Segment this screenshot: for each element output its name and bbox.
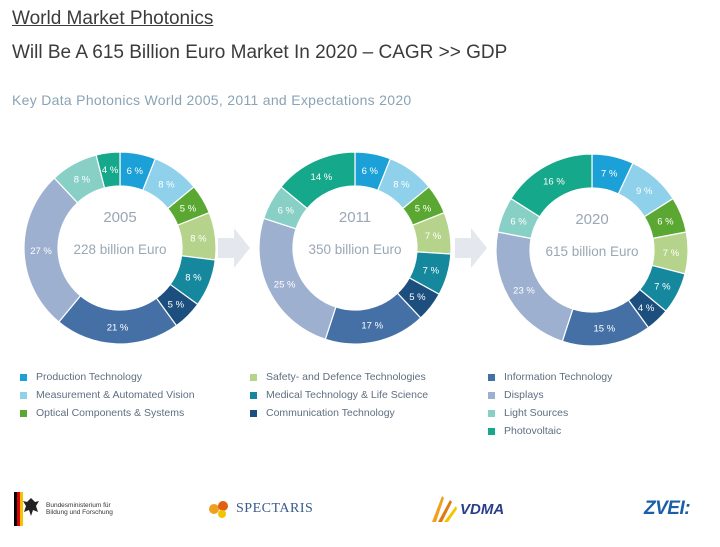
- slice-label: 4 %: [638, 303, 655, 314]
- legend-label: Light Sources: [504, 407, 569, 419]
- headline: Will Be A 615 Billion Euro Market In 202…: [12, 42, 508, 63]
- vdma-wordmark: VDMA: [460, 500, 505, 518]
- legend-label: Optical Components & Systems: [36, 407, 185, 419]
- spectaris-wordmark: SPECTARIS: [236, 501, 314, 516]
- legend-swatch: [488, 373, 495, 381]
- legend-label: Safety- and Defence Technologies: [266, 371, 426, 383]
- slice-label: 14 %: [311, 172, 333, 183]
- legend-swatch: [488, 427, 495, 435]
- arrow-icon-2: [455, 228, 487, 268]
- legend-item-safety-and-defence-technologies: Safety- and Defence Technologies: [250, 368, 428, 386]
- arrow-icon-1: [218, 228, 250, 268]
- legend-swatch: [250, 391, 257, 399]
- slice-label: 8 %: [393, 180, 410, 191]
- chart-total: 228 billion Euro: [73, 242, 166, 257]
- spectaris-mark-icon: [209, 501, 228, 518]
- legend-swatch: [250, 373, 257, 381]
- slice-label: 9 %: [636, 186, 653, 197]
- chart-year: 2011: [339, 209, 371, 226]
- chart-year: 2005: [103, 209, 136, 226]
- zvei-logo: ZVEI:: [644, 484, 691, 534]
- legend-swatch: [488, 391, 495, 399]
- slice-label: 8 %: [158, 180, 175, 191]
- slice-label: 27 %: [30, 246, 52, 257]
- slice-label: 7 %: [423, 266, 440, 277]
- legend-swatch: [20, 373, 27, 381]
- slice-label: 6 %: [278, 205, 295, 216]
- legend-swatch: [488, 409, 495, 417]
- legend-label: Production Technology: [36, 371, 143, 383]
- legend-item-communication-technology: Communication Technology: [250, 404, 428, 422]
- slice-label: 8 %: [190, 234, 207, 245]
- eagle-icon: [14, 492, 39, 526]
- legend-item-information-technology: Information Technology: [488, 368, 612, 386]
- slice-label: 25 %: [274, 279, 296, 290]
- slice-label: 5 %: [409, 292, 426, 303]
- chart-total: 615 billion Euro: [545, 244, 638, 259]
- legend-item-optical-components-systems: Optical Components & Systems: [20, 404, 195, 422]
- legend-item-light-sources: Light Sources: [488, 404, 612, 422]
- chart-year: 2020: [575, 211, 608, 228]
- slice-label: 6 %: [362, 166, 379, 177]
- slice-label: 6 %: [127, 166, 144, 177]
- vdma-logo: VDMA: [428, 484, 504, 534]
- legend-label: Communication Technology: [266, 407, 395, 419]
- slice-label: 7 %: [425, 231, 442, 242]
- slice-2005-photovoltaic: [95, 151, 121, 189]
- page-title: World Market Photonics: [12, 8, 214, 29]
- slice-label: 7 %: [601, 168, 618, 179]
- slice-label: 17 %: [361, 321, 383, 332]
- slice-label: 15 %: [594, 324, 616, 335]
- zvei-wordmark: ZVEI:: [644, 498, 691, 519]
- slice-label: 5 %: [180, 203, 197, 214]
- legend-label: Measurement & Automated Vision: [36, 389, 195, 401]
- slice-label: 8 %: [74, 174, 91, 185]
- subtitle: Key Data Photonics World 2005, 2011 and …: [12, 92, 412, 108]
- slice-label: 4 %: [102, 165, 119, 176]
- bmbf-logo-text: Bundesministerium für Bildung und Forsch…: [46, 501, 113, 517]
- slice-2011-photovoltaic: [280, 151, 356, 210]
- slice-label: 7 %: [663, 248, 680, 259]
- slice-label: 7 %: [654, 281, 671, 292]
- legend-column-1: Production Technology Measurement & Autom…: [20, 368, 195, 422]
- slice-label: 21 %: [107, 322, 129, 333]
- chart-total: 350 billion Euro: [308, 242, 401, 257]
- donut-2020: 7 % 9 % 6 % 7 % 7 % 4 % 15 % 23 % 6 % 16 % 2020 615…: [495, 153, 689, 347]
- slice-label: 16 %: [543, 176, 565, 187]
- legend-swatch: [20, 409, 27, 417]
- slice-label: 6 %: [657, 216, 674, 227]
- slice-label: 23 %: [513, 286, 535, 297]
- legend-column-3: Information Technology Displays Light Sour…: [488, 368, 612, 440]
- slice-2020-photovoltaic: [510, 153, 593, 218]
- bmbf-logo: Bundesministerium für Bildung und Forsch…: [14, 484, 126, 534]
- donut-2011: 6 % 8 % 5 % 7 % 7 % 5 % 17 % 25 % 6 % 14 % 2011 350…: [258, 151, 452, 345]
- donut-charts: 6 % 8 % 5 % 8 % 8 % 5 % 21 % 27 % 8 % 4 % 2005 228 …: [23, 151, 689, 347]
- legend-swatch: [20, 391, 27, 399]
- slice-label: 5 %: [415, 203, 432, 214]
- legend-item-measurement-automated-vision: Measurement & Automated Vision: [20, 386, 195, 404]
- slice-2011-displays: [258, 217, 337, 341]
- spectaris-logo: SPECTARIS: [208, 484, 313, 534]
- legend-label: Displays: [504, 389, 544, 401]
- vdma-rays-icon: [432, 496, 457, 522]
- slice-label: 8 %: [185, 273, 202, 284]
- legend-swatch: [250, 409, 257, 417]
- slice-label: 5 %: [168, 299, 185, 310]
- legend-column-2: Safety- and Defence Technologies Medical …: [250, 368, 428, 422]
- legend-item-medical-technology-life-science: Medical Technology & Life Science: [250, 386, 428, 404]
- legend-item-photovoltaic: Photovoltaic: [488, 422, 612, 440]
- slice-2005-information-technology: [57, 294, 178, 345]
- legend-item-displays: Displays: [488, 386, 612, 404]
- legend-item-production-technology: Production Technology: [20, 368, 195, 386]
- donut-2005: 6 % 8 % 5 % 8 % 8 % 5 % 21 % 27 % 8 % 4 % 2005 228 …: [23, 151, 217, 345]
- legend-label: Photovoltaic: [504, 425, 562, 437]
- legend-label: Information Technology: [504, 371, 613, 383]
- slice-label: 6 %: [510, 216, 527, 227]
- legend-label: Medical Technology & Life Science: [266, 389, 429, 401]
